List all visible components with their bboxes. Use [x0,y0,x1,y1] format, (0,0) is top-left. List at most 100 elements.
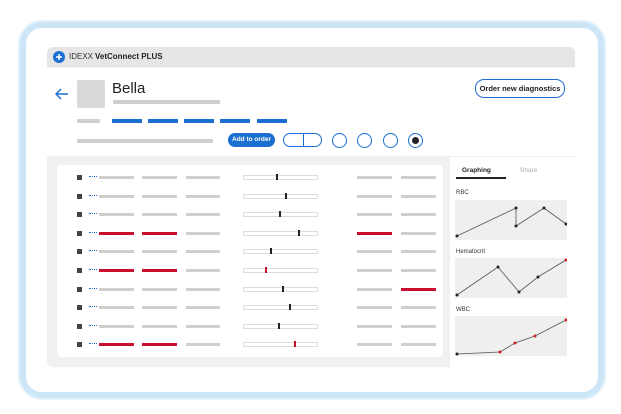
range-bar [243,230,318,236]
print-button[interactable] [283,133,322,147]
cell-bar [357,231,392,235]
trend-icon [89,231,97,236]
cell-bar [357,176,392,179]
placeholder [77,139,213,143]
cell-bar [186,287,220,291]
range-marker [294,341,296,348]
graph-title: WBC [456,307,470,313]
cell-bar [401,269,436,272]
range-bar [243,286,318,292]
cell-bar [142,306,177,310]
trend-icon [89,324,97,329]
row-icon [77,305,82,311]
cell-bar [401,324,436,328]
range-bar [243,193,318,199]
range-bar [243,305,318,311]
cell-bar [99,176,134,179]
trend-icon [89,287,97,292]
tab[interactable]: Share [520,167,538,174]
results-table [57,165,443,357]
range-marker [298,229,300,236]
cell-bar [99,194,134,198]
trend-icon [89,213,97,217]
cell-bar [401,287,436,291]
cell-bar [186,343,220,347]
icon-button[interactable] [408,133,423,148]
range-marker [270,248,272,255]
row-icon [77,212,82,218]
add-to-order-button[interactable]: Add to order [228,133,275,147]
sparkline [455,200,567,240]
cell-bar [357,343,392,347]
title-bar: IDEXX VetConnect PLUS [47,47,575,67]
range-marker [289,304,291,311]
cell-bar [99,343,134,347]
cell-bar [357,250,392,254]
placeholder [220,119,250,123]
patient-name: Bella [112,80,146,97]
icon-button[interactable] [383,133,398,148]
cell-bar [357,287,392,291]
cell-bar [357,269,392,272]
cell-bar [142,231,177,235]
graph-title: RBC [456,190,469,196]
cell-bar [186,213,220,217]
cell-bar [142,250,177,254]
cell-bar [142,269,177,272]
icon-button[interactable] [357,133,372,148]
row-icon [77,286,82,292]
range-marker [279,211,281,218]
logo [53,51,65,63]
graph-title: Hematocrit [456,249,486,255]
range-bar [243,249,318,255]
range-bar [243,323,318,329]
trend-icon [89,306,97,310]
cell-bar [186,306,220,310]
placeholder [184,119,214,123]
avatar [77,80,105,108]
cell-bar [401,194,436,198]
cell-bar [142,176,177,179]
cell-bar [142,287,177,291]
cell-bar [99,213,134,217]
cell-bar [401,306,436,310]
cell-bar [99,269,134,272]
range-marker [285,192,287,199]
row-icon [77,175,82,180]
cell-bar [99,231,134,235]
trend-icon [89,176,97,180]
tab-underline [456,177,506,179]
cell-bar [401,343,436,347]
side-panel: Graphing Share RBC Hematocrit WBC [450,157,575,367]
range-bar [243,342,318,348]
cell-bar [142,343,177,347]
product: VetConnect PLUS [95,52,163,61]
row-icon [77,193,82,199]
order-new-button[interactable]: Order new diagnostics [475,79,565,98]
tab[interactable]: Graphing [462,167,491,174]
range-bar [243,268,318,273]
sparkline [455,316,567,356]
app-window: IDEXX VetConnect PLUS Bella Order new di… [47,47,575,367]
icon-button[interactable] [332,133,347,148]
trend-icon [89,343,97,347]
cell-bar [142,194,177,198]
cell-bar [401,250,436,254]
range-marker [282,285,284,292]
range-marker [265,267,267,273]
cell-bar [99,287,134,291]
cell-bar [186,194,220,198]
back-arrow[interactable] [55,88,69,100]
row-icon [77,230,82,236]
cell-bar [99,250,134,254]
cell-bar [99,324,134,328]
cell-bar [186,176,220,179]
cell-bar [142,213,177,217]
trend-icon [89,194,97,199]
trend-icon [89,250,97,254]
placeholder [148,119,178,123]
cell-bar [357,213,392,217]
sparkline [455,258,567,298]
range-bar [243,175,318,180]
row-icon [77,268,82,273]
